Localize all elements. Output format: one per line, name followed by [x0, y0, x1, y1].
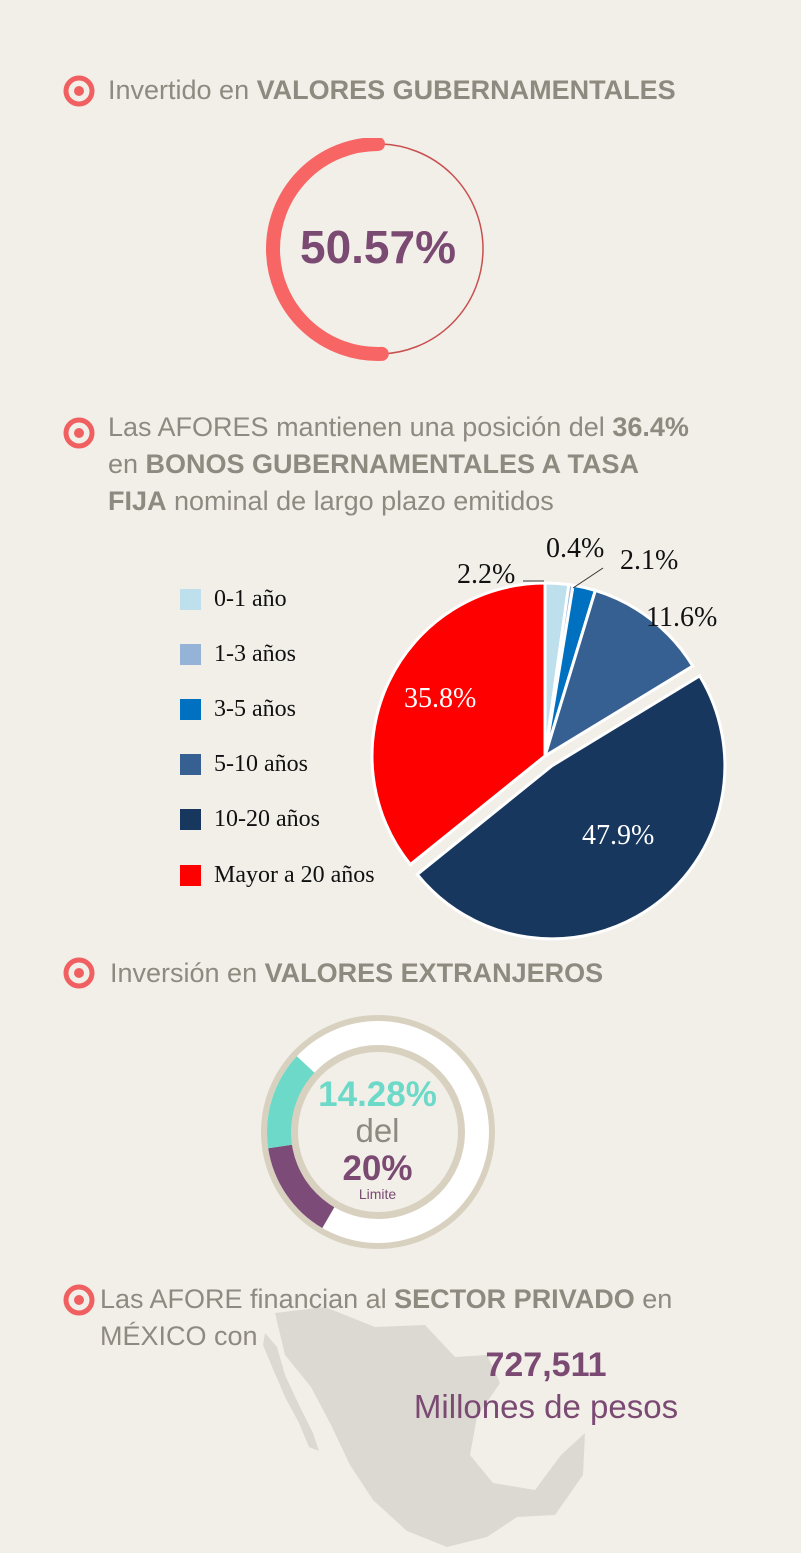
legend-swatch	[180, 753, 201, 775]
legend-label: 1-3 años	[214, 640, 296, 667]
slice-label-3-5: 2.1%	[620, 545, 679, 576]
legend-label: 5-10 años	[214, 750, 308, 777]
leader-lines	[523, 567, 604, 589]
foreign-investment-limit-caption: Limite	[358, 1186, 397, 1202]
legend-item: 5-10 años	[180, 749, 308, 779]
financing-amount-caption: Millones de pesos	[413, 1388, 679, 1425]
financing-amount: 727,511	[485, 1346, 607, 1384]
legend-swatch	[180, 643, 201, 665]
legend-label: 0-1 año	[214, 585, 287, 612]
pie-slice-mayor-a-20-a-os	[370, 581, 547, 867]
target-icon	[63, 75, 95, 107]
target-icon	[63, 1284, 95, 1316]
section4-heading: Las AFORE financian al SECTOR PRIVADO en…	[100, 1284, 673, 1351]
foreign-investment-donut	[261, 1015, 495, 1249]
slice-label-over-20: 35.8%	[404, 683, 477, 714]
mexico-map-silhouette	[263, 1307, 585, 1547]
slice-label-5-10: 11.6%	[646, 602, 718, 633]
baja-california	[263, 1333, 319, 1451]
foreign-investment-del: del	[355, 1112, 400, 1149]
donut-center	[298, 1052, 458, 1212]
gov-securities-gauge	[266, 138, 484, 361]
legend-swatch	[180, 808, 201, 830]
legend-item: 0-1 año	[180, 584, 287, 614]
section2-heading: Las AFORES mantienen una posición del 36…	[108, 412, 689, 516]
slice-label-10-20: 47.9%	[582, 820, 655, 851]
pie-slice-10-20-a-os	[415, 673, 727, 941]
bond-maturity-pie	[370, 581, 727, 941]
section3-heading: Inversión en VALORES EXTRANJEROS	[110, 958, 604, 988]
foreign-investment-limit: 20%	[342, 1149, 413, 1188]
legend-item: 10-20 años	[180, 804, 320, 834]
leader-line	[572, 567, 604, 589]
section1-heading: Invertido en VALORES GUBERNAMENTALES	[108, 75, 676, 105]
foreign-investment-value: 14.28%	[318, 1075, 437, 1114]
legend-swatch	[180, 588, 201, 610]
gov-securities-value: 50.57%	[299, 221, 456, 273]
legend-item: Mayor a 20 años	[180, 860, 375, 890]
legend-label: 10-20 años	[214, 805, 320, 832]
slice-label-0-1: 2.2%	[457, 559, 516, 590]
pie-slice-5-10-a-os	[542, 588, 695, 760]
legend-label: 3-5 años	[214, 695, 296, 722]
legend-item: 1-3 años	[180, 639, 296, 669]
legend-item: 3-5 años	[180, 694, 296, 724]
legend-swatch	[180, 698, 201, 720]
slice-label-1-3: 0.4%	[546, 533, 605, 564]
legend-swatch	[180, 864, 201, 886]
mexico-mainland	[275, 1307, 585, 1547]
target-icon	[63, 417, 95, 449]
legend-label: Mayor a 20 años	[214, 861, 375, 888]
target-icon	[63, 957, 95, 989]
gauge-arc	[266, 138, 389, 361]
